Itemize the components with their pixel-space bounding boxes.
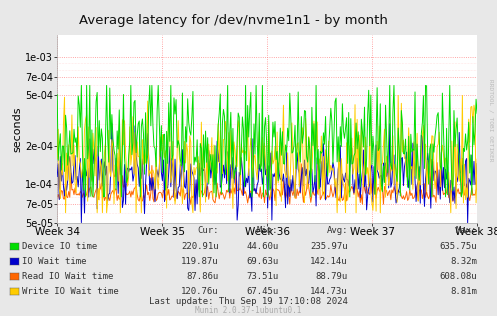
Text: Avg:: Avg:	[327, 226, 348, 235]
Text: 144.73u: 144.73u	[310, 288, 348, 296]
Text: 142.14u: 142.14u	[310, 257, 348, 266]
Text: 635.75u: 635.75u	[439, 242, 477, 251]
Text: Cur:: Cur:	[197, 226, 219, 235]
Text: 67.45u: 67.45u	[246, 288, 278, 296]
Text: 69.63u: 69.63u	[246, 257, 278, 266]
Text: Min:: Min:	[257, 226, 278, 235]
Text: 119.87u: 119.87u	[181, 257, 219, 266]
Text: 608.08u: 608.08u	[439, 272, 477, 281]
Text: Write IO Wait time: Write IO Wait time	[22, 288, 119, 296]
Text: IO Wait time: IO Wait time	[22, 257, 87, 266]
Text: 8.81m: 8.81m	[450, 288, 477, 296]
Y-axis label: seconds: seconds	[12, 106, 22, 151]
Text: Munin 2.0.37-1ubuntu0.1: Munin 2.0.37-1ubuntu0.1	[195, 307, 302, 315]
Text: RRDTOOL / TOBI OETIKER: RRDTOOL / TOBI OETIKER	[489, 79, 494, 161]
Text: Last update: Thu Sep 19 17:10:08 2024: Last update: Thu Sep 19 17:10:08 2024	[149, 297, 348, 306]
Text: Read IO Wait time: Read IO Wait time	[22, 272, 114, 281]
Text: 220.91u: 220.91u	[181, 242, 219, 251]
Text: Average latency for /dev/nvme1n1 - by month: Average latency for /dev/nvme1n1 - by mo…	[79, 14, 388, 27]
Text: Device IO time: Device IO time	[22, 242, 97, 251]
Text: 120.76u: 120.76u	[181, 288, 219, 296]
Text: 87.86u: 87.86u	[186, 272, 219, 281]
Text: 88.79u: 88.79u	[316, 272, 348, 281]
Text: 73.51u: 73.51u	[246, 272, 278, 281]
Text: 8.32m: 8.32m	[450, 257, 477, 266]
Text: Max:: Max:	[456, 226, 477, 235]
Text: 44.60u: 44.60u	[246, 242, 278, 251]
Text: 235.97u: 235.97u	[310, 242, 348, 251]
